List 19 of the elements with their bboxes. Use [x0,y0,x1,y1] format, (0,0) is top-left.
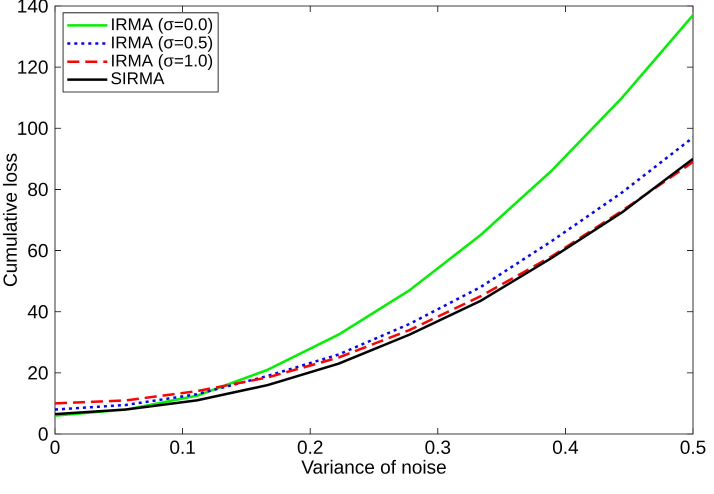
y-tick-label: 60 [28,244,48,258]
legend-label: SIRMA [111,72,164,84]
y-tick-label: 0 [38,427,48,441]
y-tick-label: 120 [18,60,48,74]
x-tick-label: 0.3 [425,440,450,454]
legend-label: IRMA (σ=1.0) [112,54,212,70]
x-tick-label: 0.5 [680,440,706,454]
x-tick-label: 0.1 [170,440,195,454]
x-tick-label: 0 [50,440,60,454]
y-axis-title: Cumulative loss [2,154,17,286]
x-tick-label: 0.4 [552,440,578,454]
y-tick-label: 80 [28,182,48,196]
y-tick-label: 100 [18,122,48,136]
legend-label: IRMA (σ=0.0) [112,18,212,34]
y-tick-label: 40 [28,304,48,318]
x-axis-title: Variance of noise [301,460,446,474]
legend-label: IRMA (σ=0.5) [112,36,212,52]
x-tick-label: 0.2 [298,440,322,454]
y-tick-label: 20 [28,366,48,380]
